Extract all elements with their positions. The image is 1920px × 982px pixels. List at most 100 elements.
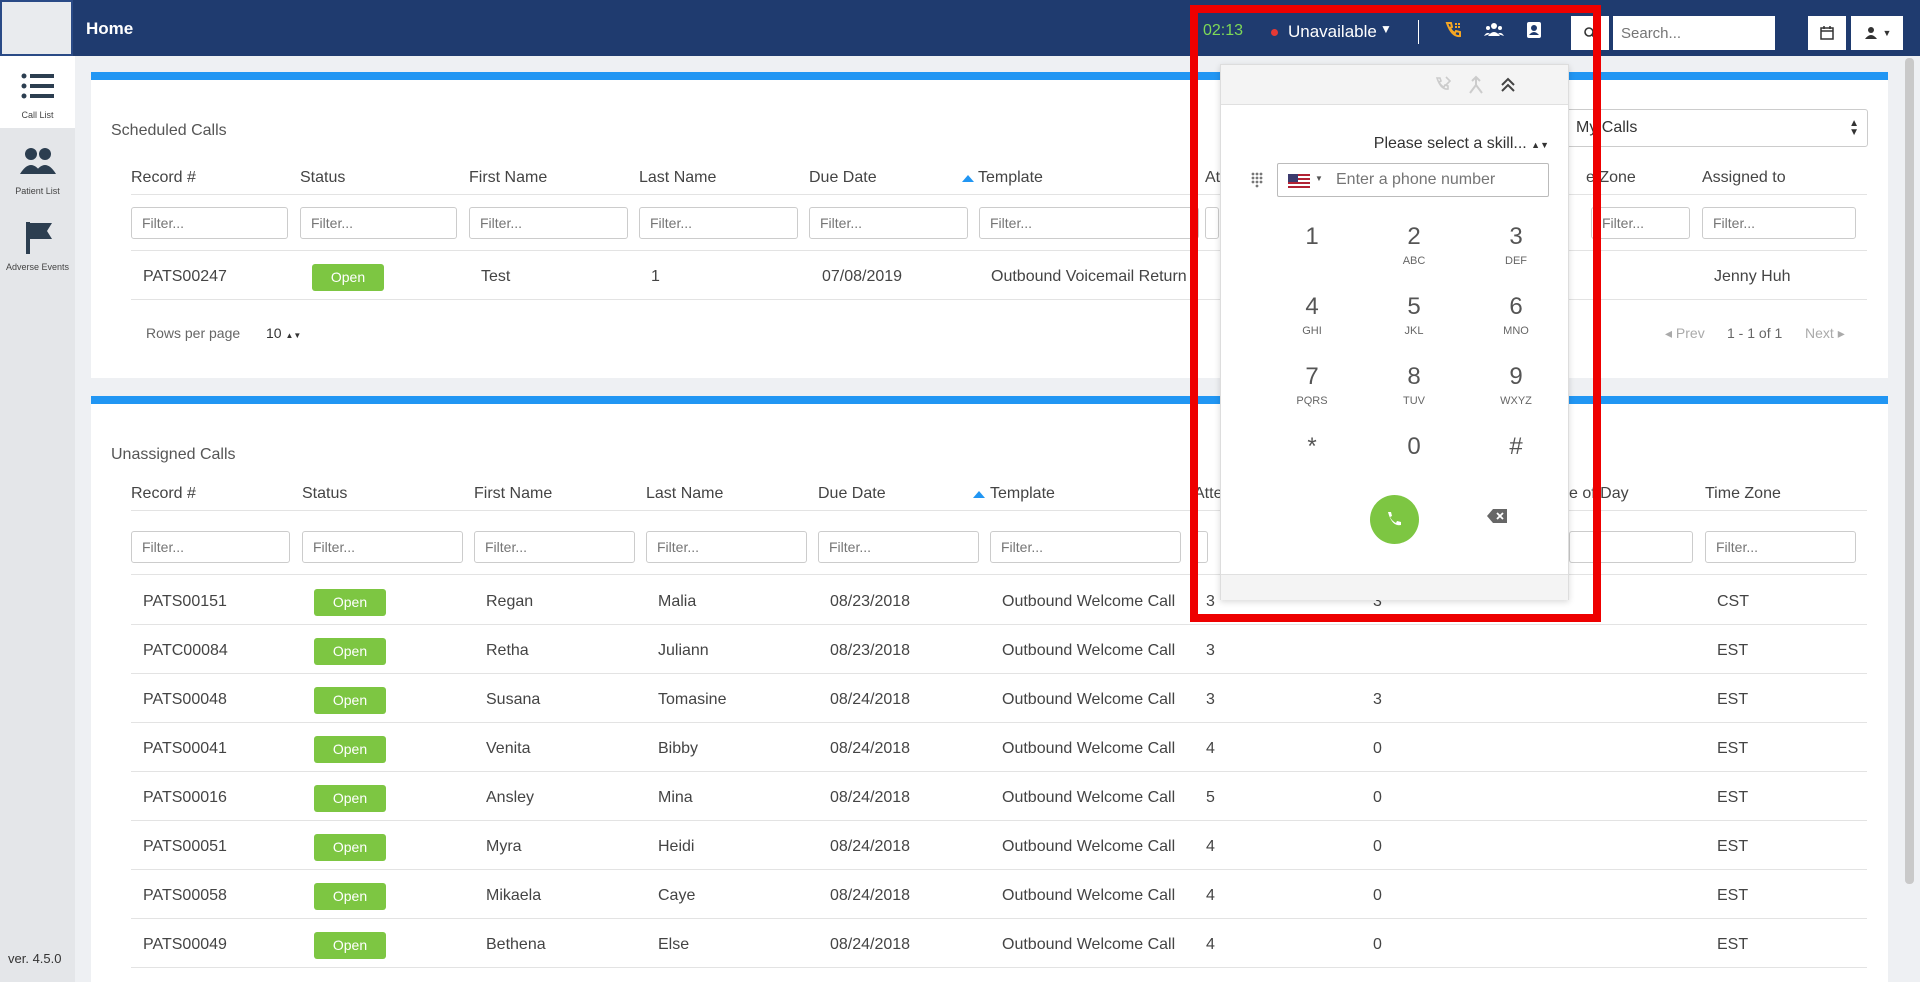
- keypad-key[interactable]: 2 ABC: [1374, 223, 1454, 283]
- cell-record[interactable]: PATC00084: [143, 642, 228, 659]
- cell-record[interactable]: PATS00058: [143, 887, 227, 904]
- us-flag-icon[interactable]: [1288, 174, 1310, 188]
- key-digit: 4: [1305, 293, 1319, 320]
- filter-input-status[interactable]: [300, 207, 457, 239]
- filter-input-due-date[interactable]: [818, 531, 979, 563]
- phone-number-field[interactable]: ▼: [1277, 163, 1549, 197]
- filter-input-first-name[interactable]: [469, 207, 628, 239]
- keypad-key[interactable]: #: [1476, 433, 1556, 493]
- sidebar-item-call-list[interactable]: Call List: [0, 56, 75, 128]
- filter-input-due-date[interactable]: [809, 207, 968, 239]
- key-letters: WXYZ: [1500, 395, 1532, 407]
- sidebar-item-patient-list[interactable]: Patient List: [0, 132, 75, 204]
- filter-input-record[interactable]: [131, 531, 290, 563]
- phone-number-input[interactable]: [1336, 169, 1536, 191]
- team-icon[interactable]: [1484, 20, 1504, 40]
- search-icon[interactable]: [1571, 16, 1609, 50]
- cell-record[interactable]: PATS00049: [143, 936, 227, 953]
- cell-record[interactable]: PATS00041: [143, 740, 227, 757]
- calendar-button[interactable]: [1808, 16, 1846, 50]
- column-header-attempts[interactable]: At: [1205, 169, 1221, 186]
- cell-first-name: Ansley: [486, 789, 535, 806]
- transfer-call-icon[interactable]: [1434, 75, 1454, 95]
- cell-record[interactable]: PATS00048: [143, 691, 227, 708]
- scheduled-calls-panel: Scheduled Calls My Calls ▲ ▼ Record # Sta…: [91, 72, 1888, 378]
- keypad-key[interactable]: *: [1272, 433, 1352, 493]
- cell-first-name: Venita: [486, 740, 531, 757]
- filter-input-template[interactable]: [979, 207, 1199, 239]
- filter-input-time-zone[interactable]: [1591, 207, 1690, 239]
- divider: [131, 510, 1867, 511]
- filter-input-record[interactable]: [131, 207, 288, 239]
- cell-time-zone: EST: [1717, 887, 1749, 904]
- cell-template: Outbound Welcome Call: [1002, 593, 1176, 610]
- keypad-key[interactable]: 8 TUV: [1374, 363, 1454, 423]
- divider: [131, 918, 1867, 919]
- select-arrows-icon: ▲▼: [1531, 140, 1549, 150]
- collapse-up-icon[interactable]: [1498, 75, 1518, 95]
- keypad-key[interactable]: 3 DEF: [1476, 223, 1556, 283]
- filter-input-attempts[interactable]: [1205, 207, 1219, 239]
- cell-record[interactable]: PATS00051: [143, 838, 227, 855]
- key-letters: GHI: [1302, 325, 1322, 337]
- cell-record[interactable]: PATS00247: [143, 268, 227, 285]
- sidebar-item-adverse-events[interactable]: Adverse Events: [0, 208, 75, 280]
- cell-record[interactable]: PATS00151: [143, 593, 227, 610]
- status-badge: Open: [314, 736, 386, 763]
- keypad-key[interactable]: 6 MNO: [1476, 293, 1556, 353]
- filter-input-assigned-to[interactable]: [1702, 207, 1856, 239]
- keypad-key[interactable]: 5 JKL: [1374, 293, 1454, 353]
- rows-per-page-select[interactable]: 10 ▲▼: [266, 325, 301, 341]
- keypad-key[interactable]: 7 PQRS: [1272, 363, 1352, 423]
- calls-scope-select[interactable]: My Calls ▲ ▼: [1565, 109, 1868, 147]
- next-page-button[interactable]: Next ▸: [1805, 325, 1845, 342]
- user-menu-button[interactable]: ▼: [1851, 16, 1903, 50]
- filter-input-last-name[interactable]: [639, 207, 798, 239]
- filter-input-last-name[interactable]: [646, 531, 807, 563]
- column-header-last-name[interactable]: Last Name: [639, 169, 717, 186]
- page-scrollbar[interactable]: [1905, 58, 1914, 884]
- keypad-key[interactable]: 1: [1272, 223, 1352, 283]
- cell-template: Outbound Welcome Call: [1002, 838, 1176, 855]
- call-button[interactable]: [1370, 495, 1419, 544]
- column-header-template[interactable]: Template: [990, 485, 1055, 502]
- agent-status-dropdown[interactable]: Unavailable: [1288, 22, 1377, 41]
- skill-select[interactable]: Please select a skill... ▲▼: [1221, 135, 1549, 153]
- search-input[interactable]: [1613, 16, 1775, 50]
- cell-record[interactable]: PATS00016: [143, 789, 227, 806]
- column-header-time-zone[interactable]: Time Zone: [1705, 485, 1781, 502]
- filter-input-status[interactable]: [302, 531, 463, 563]
- merge-call-icon[interactable]: [1466, 75, 1486, 95]
- cell-due-date: 08/23/2018: [830, 593, 911, 610]
- keypad-key[interactable]: 9 WXYZ: [1476, 363, 1556, 423]
- column-header-record[interactable]: Record #: [131, 169, 196, 186]
- column-header-status[interactable]: Status: [302, 485, 348, 502]
- column-header-last-name[interactable]: Last Name: [646, 485, 724, 502]
- column-header-first-name[interactable]: First Name: [469, 169, 548, 186]
- filter-input-first-name[interactable]: [474, 531, 635, 563]
- keypad-key[interactable]: 0: [1374, 433, 1454, 493]
- prev-page-button[interactable]: ◂ Prev: [1665, 325, 1705, 342]
- cell-template: Outbound Welcome Call: [1002, 642, 1176, 659]
- column-header-assigned-to[interactable]: Assigned to: [1702, 169, 1786, 186]
- filter-input-time-of-day[interactable]: [1569, 531, 1693, 563]
- phone-dialer-icon[interactable]: [1443, 20, 1463, 40]
- filter-input-time-zone[interactable]: [1705, 531, 1856, 563]
- chevron-down-icon[interactable]: ▼: [1315, 174, 1323, 183]
- column-header-due-date[interactable]: Due Date: [809, 169, 877, 186]
- column-header-template[interactable]: Template: [978, 169, 1043, 186]
- column-header-due-date[interactable]: Due Date: [818, 485, 886, 502]
- panel-title: Unassigned Calls: [111, 446, 236, 463]
- column-header-attempts[interactable]: Atte: [1194, 485, 1223, 502]
- key-digit: 3: [1509, 223, 1523, 250]
- backspace-icon[interactable]: [1486, 508, 1508, 524]
- keypad-toggle-icon[interactable]: [1250, 171, 1264, 189]
- app-logo[interactable]: [0, 0, 73, 56]
- column-header-record[interactable]: Record #: [131, 485, 196, 502]
- filter-input-template[interactable]: [990, 531, 1181, 563]
- column-header-first-name[interactable]: First Name: [474, 485, 553, 502]
- column-header-status[interactable]: Status: [300, 169, 346, 186]
- contact-book-icon[interactable]: [1524, 20, 1544, 40]
- chevron-down-icon[interactable]: ▼: [1380, 22, 1392, 36]
- keypad-key[interactable]: 4 GHI: [1272, 293, 1352, 353]
